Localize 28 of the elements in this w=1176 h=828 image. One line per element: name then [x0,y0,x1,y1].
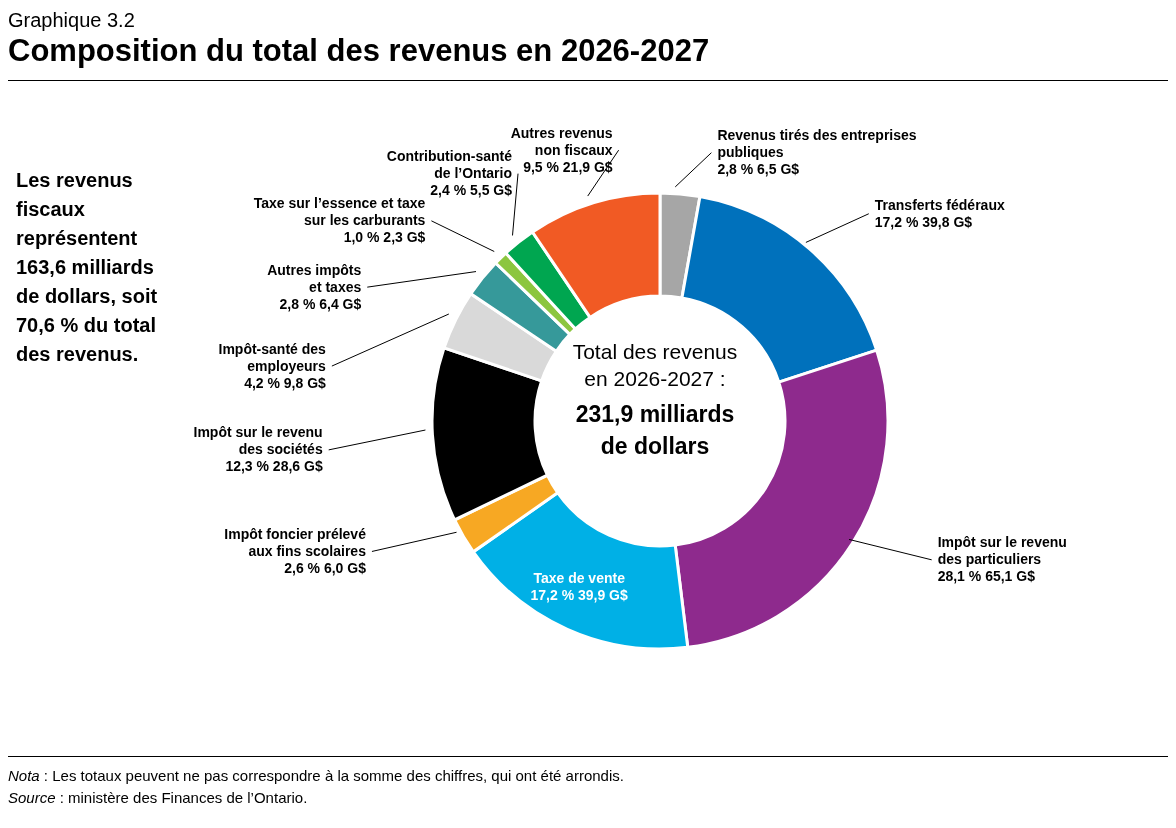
data-label: 12,3 % 28,6 G$ [225,458,323,475]
data-label: 17,2 % 39,9 G$ [530,586,629,603]
data-label: 28,1 % 65,1 G$ [937,568,1036,585]
data-label: 1,0 % 2,3 G$ [343,229,426,246]
data-label: 2,8 % 6,5 G$ [717,161,800,178]
text: Les revenus fiscaux représentent 163,6 milliards de dollars, soit 70,6 % du total des revenus. [16,168,159,367]
text: Total des revenus en 2026-2027 : [571,339,739,392]
slice-label: Contribution-santé de l’Ontario [386,148,513,182]
slice-label: Impôt sur le revenu des sociétés [193,424,323,458]
text: 231,9 milliards de dollars [574,400,736,461]
chart-title: Composition du total des revenus en 2026-2027 [8,32,711,70]
slice-label: Taxe sur l’essence et taxe sur les carburants [253,195,426,229]
slice-label: Revenus tirés des entreprises publiques [717,127,917,161]
data-label: 17,2 % 39,8 G$ [874,213,973,230]
slice-label: Impôt sur le revenu des particuliers [937,534,1067,568]
slice-label: Taxe de vente [533,569,626,586]
slice-label: Transferts fédéraux [874,196,1005,213]
source-note: Source : ministère des Finances de l’Ontario. [8,788,309,808]
data-label: 4,2 % 9,8 G$ [244,374,327,391]
text: Nota : Les totaux peuvent ne pas correspondre à la somme des chiffres, qui ont été arrondis. [8,766,625,786]
slice-label: Impôt-santé des employeurs [218,340,327,374]
chart-subtitle: Graphique 3.2 [8,8,136,32]
data-label: 2,8 % 6,4 G$ [279,295,362,312]
slice-label: Autres impôts et taxes [267,261,362,295]
data-label: 2,4 % 5,5 G$ [430,182,513,199]
data-label: 2,6 % 6,0 G$ [284,559,367,576]
slice-label: Impôt foncier prélevé aux fins scolaires [224,525,367,559]
data-label: 9,5 % 21,9 G$ [523,158,613,175]
